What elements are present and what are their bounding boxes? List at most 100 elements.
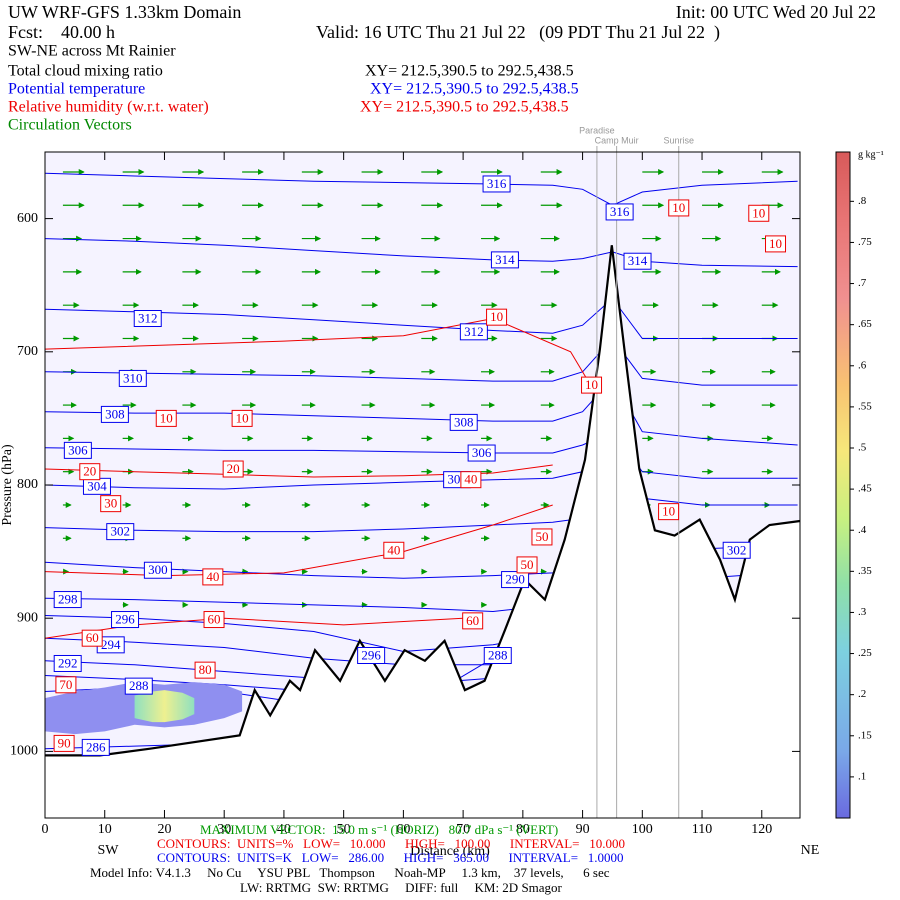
theta-label: 308 [454, 414, 474, 429]
theta-contour [44, 172, 798, 206]
theta-label: 298 [58, 592, 78, 607]
rh-label-box [658, 503, 680, 521]
rh-label: 10 [236, 410, 249, 425]
theta-label-box [501, 571, 530, 589]
theta-label-box [467, 444, 496, 462]
rh-label: 40 [387, 542, 400, 557]
y-axis-label: Pressure (hPa) [0, 444, 15, 526]
contours-rh: CONTOURS: UNITS=% LOW= 10.000 HIGH= 100.… [157, 836, 625, 851]
field-xy: XY= 212.5,390.5 to 292.5,438.5 [360, 99, 569, 116]
theta-label: 302 [727, 542, 747, 557]
rh-label: 10 [662, 504, 675, 519]
field-name: Relative humidity (w.r.t. water) [8, 99, 209, 116]
x-tick-label: 100 [632, 822, 653, 837]
colorbar-tick-label: .3 [858, 606, 867, 618]
theta-label-box [118, 369, 147, 387]
colorbar-tick-label: .5 [858, 442, 867, 454]
rh-label-box [55, 676, 77, 694]
theta-contour [44, 431, 798, 479]
rh-label-box [194, 661, 216, 679]
theta-label: 292 [58, 655, 78, 670]
x-right-label: NE [801, 843, 820, 858]
theta-label: 304 [87, 478, 107, 493]
theta-label-box [124, 677, 153, 695]
theta-label: 316 [487, 176, 507, 191]
physics: LW: RRTMG SW: RRTMG DIFF: full KM: 2D Sm… [240, 880, 563, 895]
theta-label: 294 [101, 637, 121, 652]
colorbar-tick-label: .6 [858, 359, 867, 371]
rh-label: 80 [199, 662, 212, 677]
y-tick-label: 700 [17, 344, 38, 359]
x-tick-label: 0 [42, 822, 49, 837]
max-vector: MAXIMUM VECTOR: 15.0 m s⁻¹ (HORIZ) 80.7 … [200, 822, 558, 837]
rh-label: 70 [59, 677, 72, 692]
field-xy: XY= 212.5,390.5 to 292.5,438.5 [370, 81, 579, 98]
theta-label-box [449, 413, 478, 431]
theta-label: 310 [123, 370, 143, 385]
rh-label: 10 [672, 200, 685, 215]
title: UW WRF-GFS 1.33km Domain [8, 2, 241, 22]
y-tick-label: 900 [17, 610, 38, 625]
y-tick-label: 600 [17, 211, 38, 226]
rh-label-box [516, 556, 538, 574]
rh-label-box [155, 409, 177, 427]
rh-label-box [462, 612, 484, 630]
field-name: Circulation Vectors [8, 117, 132, 134]
theta-label-box [111, 611, 140, 629]
theta-label-box [459, 323, 488, 341]
x-tick-label: 40 [277, 822, 291, 837]
theta-label: 296 [361, 647, 381, 662]
theta-label: 296 [115, 612, 135, 627]
rh-label: 90 [58, 735, 71, 750]
rh-label: 40 [464, 472, 477, 487]
rh-label-box [79, 463, 101, 481]
theta-label-box [133, 310, 162, 327]
x-tick-label: 110 [692, 822, 712, 837]
theta-label: 316 [610, 204, 630, 219]
rh-label: 10 [585, 377, 598, 392]
x-tick-label: 50 [337, 822, 351, 837]
y-tick-label: 800 [17, 477, 38, 492]
colorbar-tick-label: .75 [858, 236, 872, 248]
rh-label: 10 [160, 410, 173, 425]
theta-contour [44, 337, 798, 386]
rh-label-box [231, 409, 253, 427]
terrain-fill [45, 245, 800, 818]
rh-label-box [668, 199, 690, 217]
colorbar-tick-label: .7 [858, 277, 867, 289]
rh-label: 50 [521, 557, 534, 572]
colorbar-tick-label: .8 [858, 195, 867, 207]
x-tick-label: 10 [98, 822, 112, 837]
rh-label-box [765, 235, 787, 253]
theta-label: 288 [129, 678, 149, 693]
theta-label-box [63, 441, 92, 459]
field-name: Potential temperature [8, 81, 145, 98]
colorbar [835, 151, 851, 819]
rh-label: 40 [206, 569, 219, 584]
rh-label-box [81, 629, 103, 647]
y-tick-label: 1000 [10, 744, 38, 759]
colorbar-tick-label: .2 [858, 688, 866, 700]
rh-contour [44, 317, 595, 393]
section-name: SW-NE across Mt Rainier [8, 43, 176, 60]
init-time: Init: 00 UTC Wed 20 Jul 22 [676, 2, 876, 22]
theta-label-box [722, 541, 751, 559]
theta-label-box [106, 523, 135, 541]
field-name: Total cloud mixing ratio [8, 63, 163, 80]
theta-label: 300 [148, 562, 168, 577]
colorbar-tick-label: .35 [858, 565, 872, 577]
rh-label-box [748, 204, 770, 222]
contours-theta: CONTOURS: UNITS=K LOW= 286.00 HIGH= 365.… [157, 850, 624, 865]
rh-label: 10 [769, 236, 782, 251]
forecast-hour: Fcst: 40.00 h [8, 22, 115, 42]
site-label: Sunrise [663, 135, 694, 145]
rh-label: 20 [227, 461, 240, 476]
colorbar-tick-label: .25 [858, 647, 872, 659]
theta-label-box [482, 175, 511, 193]
theta-label: 308 [105, 406, 125, 421]
theta-label: 306 [68, 442, 88, 457]
theta-label-box [605, 203, 634, 221]
rh-label-box [53, 734, 75, 752]
theta-label-box [490, 251, 519, 269]
